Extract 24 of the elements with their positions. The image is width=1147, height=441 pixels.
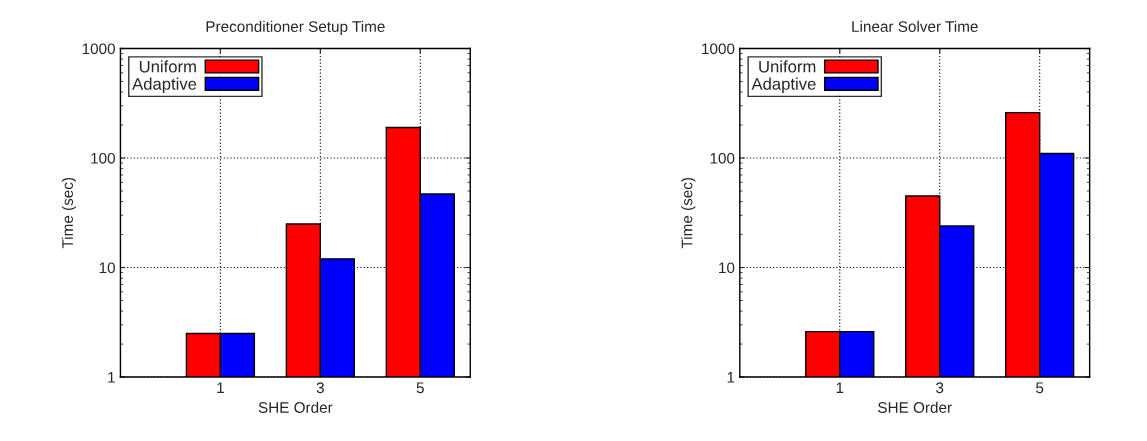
legend-label: Adaptive [132, 77, 197, 94]
y-tick-label: 1000 [82, 43, 115, 55]
chart-title: Preconditioner Setup Time [206, 20, 385, 36]
y-tick-label: 100 [91, 152, 115, 164]
y-tick-label: 10 [719, 262, 735, 274]
y-tick-label: 100 [710, 152, 735, 164]
y-tick-label: 1 [108, 372, 115, 383]
y-axis-title: Time (sec) [61, 177, 77, 249]
y-tick-label: 1000 [702, 43, 735, 55]
legend-label: Adaptive [751, 77, 816, 94]
x-tick-label: 3 [316, 382, 324, 394]
x-axis-title: SHE Order [258, 401, 333, 413]
x-tick-label: 1 [217, 382, 224, 393]
y-axis-title: Time (sec) [681, 177, 696, 249]
legend-label: Uniform [759, 60, 816, 73]
x-tick-label: 1 [836, 382, 844, 393]
x-tick-label: 5 [1036, 382, 1044, 394]
x-tick-label: 5 [416, 382, 424, 394]
x-axis-title: SHE Order [878, 401, 952, 413]
legend-label: Uniform [139, 60, 196, 73]
x-tick-label: 3 [936, 382, 944, 394]
y-tick-label: 1 [727, 372, 735, 383]
y-tick-label: 10 [99, 262, 115, 274]
chart-title: Linear Solver Time [852, 20, 978, 32]
